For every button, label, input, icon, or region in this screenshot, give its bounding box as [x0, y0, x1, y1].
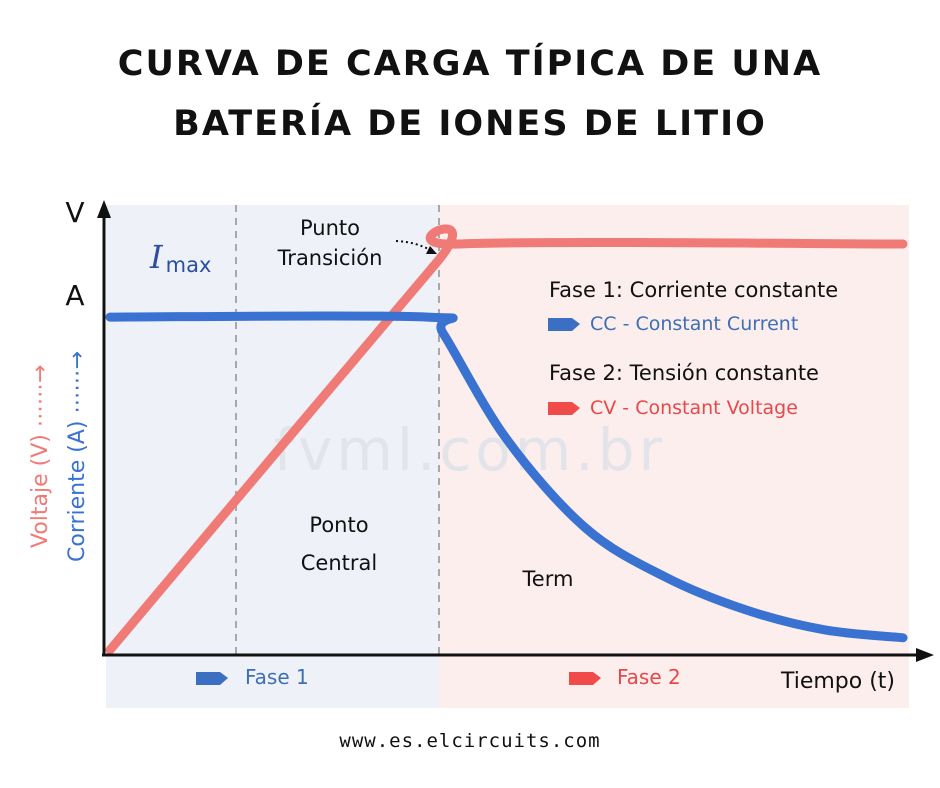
footer-url: www.es.elcircuits.com [339, 730, 601, 752]
legend-phase2-title: Fase 2: Tensión constante [549, 361, 819, 385]
chart-title-line2: BATERÍA DE IONES DE LITIO [173, 104, 767, 144]
transition-pointer-arrowhead-icon [426, 246, 437, 254]
phase2-marker-icon [569, 672, 601, 685]
x-axis-arrow-icon [916, 648, 934, 662]
center-label-line1: Ponto [309, 513, 368, 537]
phase1-marker-icon [196, 672, 228, 685]
current-series-line [105, 311, 908, 643]
voltage-series-line [105, 224, 908, 655]
legend-phase2-marker-icon [548, 402, 580, 415]
phase2-label: Fase 2 [617, 665, 681, 689]
y-axis-top-label: V [65, 196, 84, 229]
y-axis-arrow-icon [97, 200, 111, 218]
y-axis-mid-label: A [65, 279, 84, 312]
watermark: fvml.com.br [274, 416, 667, 484]
current-max-subscript: max [166, 253, 212, 277]
legend-phase1-title: Fase 1: Corriente constante [549, 278, 838, 302]
transition-label-line2: Transición [277, 246, 383, 270]
term-label: Term [522, 567, 574, 591]
legend-phase2-subtitle: CV - Constant Voltage [590, 397, 798, 419]
current-max-symbol: I [149, 238, 164, 276]
legend-phase1-marker-icon [548, 318, 580, 331]
legend-phase1-subtitle: CC - Constant Current [590, 313, 798, 335]
y-axis-current-label: Corriente (A) ⋯⋯→ [65, 351, 90, 562]
y-axis-voltage-label: Voltaje (V) ⋯⋯→ [28, 365, 53, 548]
chart-title-line1: CURVA DE CARGA TÍPICA DE UNA [117, 44, 823, 84]
transition-label-line1: Punto [300, 216, 360, 240]
phase1-label: Fase 1 [245, 665, 309, 689]
center-label-line2: Central [301, 551, 377, 575]
x-axis-label: Tiempo (t) [780, 669, 895, 694]
